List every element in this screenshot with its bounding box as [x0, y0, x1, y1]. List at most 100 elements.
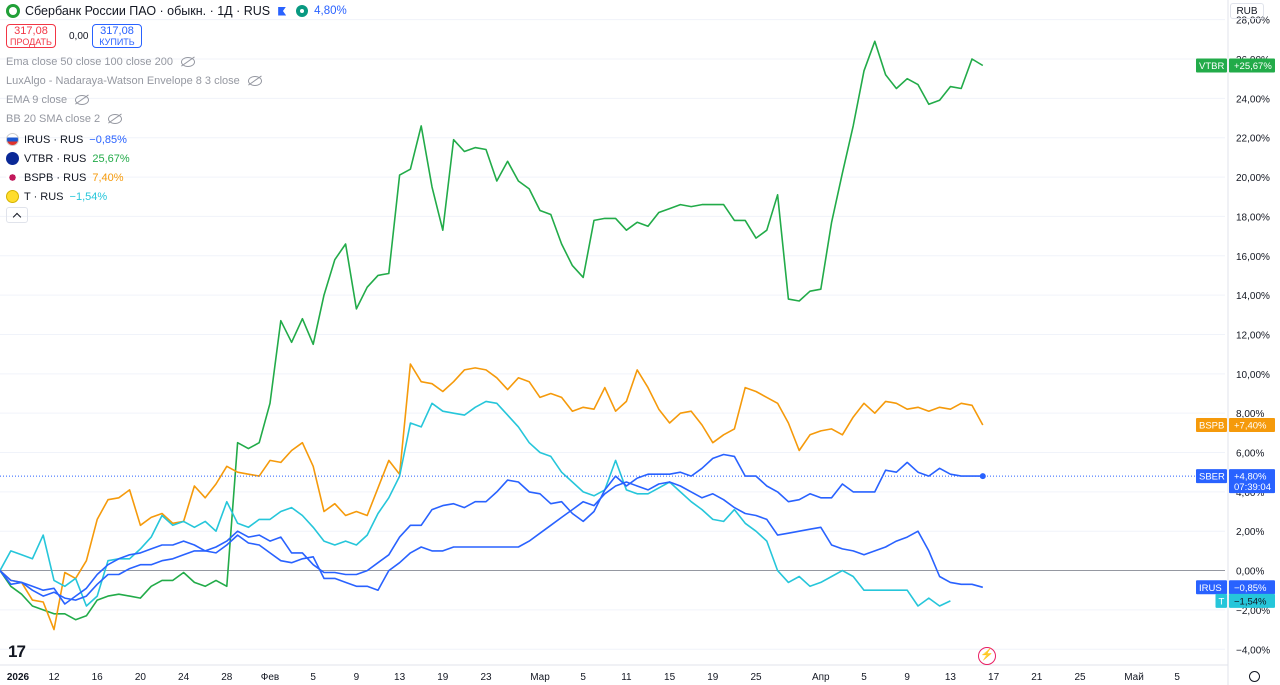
indicator-bb[interactable]: BB 20 SMA close 2: [6, 113, 123, 125]
badge-symbol: VTBR: [1199, 61, 1224, 72]
eye-off-icon[interactable]: [180, 57, 195, 67]
badge-vtbr: VTBR +25,67%: [1196, 58, 1275, 73]
y-tick-label: 10,00%: [1236, 370, 1270, 381]
compare-name: VTBR · RUS: [24, 152, 87, 165]
badge-symbol: SBER: [1199, 472, 1225, 483]
y-tick-label: −4,00%: [1236, 645, 1270, 656]
buy-button[interactable]: 317,08 КУПИТЬ: [92, 24, 142, 48]
x-tick-label: 5: [1174, 672, 1180, 683]
y-tick-label: 0,00%: [1236, 567, 1264, 578]
y-tick-label: 2,00%: [1236, 527, 1264, 538]
settings-icon[interactable]: [1249, 671, 1260, 682]
badge-t: T −1,54%: [1215, 593, 1275, 608]
eye-off-icon[interactable]: [75, 95, 90, 105]
change-percent: 4,80%: [314, 5, 347, 17]
badge-value: +4,80%: [1234, 472, 1267, 483]
badge-value-bg: [1229, 417, 1275, 432]
y-tick-label: 20,00%: [1236, 173, 1270, 184]
badge-value-bg: [1229, 58, 1275, 73]
badge-symbol: T: [1219, 596, 1225, 607]
x-tick-label: 23: [480, 672, 492, 683]
sber-last-dot: [979, 473, 986, 480]
x-tick-label: 11: [621, 672, 632, 683]
sell-price: 317,08: [14, 25, 48, 37]
buy-label: КУПИТЬ: [99, 37, 135, 47]
badge-value-bg: [1229, 580, 1275, 595]
x-tick-label: 5: [580, 672, 586, 683]
series-line-t: [0, 400, 951, 607]
currency-selector[interactable]: RUB: [1230, 3, 1264, 19]
compare-vtbr[interactable]: VTBR · RUS 25,67%: [6, 152, 130, 165]
badge-value: +7,40%: [1234, 420, 1267, 431]
buy-price: 317,08: [100, 25, 134, 37]
badge-symbol-bg: [1196, 469, 1227, 484]
y-tick-label: 14,00%: [1236, 291, 1270, 302]
x-tick-label: 25: [1074, 672, 1086, 683]
compare-name: BSPB · RUS: [24, 171, 87, 184]
vtb-logo-icon: [6, 152, 19, 165]
badge-value: −1,54%: [1234, 596, 1267, 607]
x-tick-label: 13: [945, 672, 957, 683]
flag-icon[interactable]: [278, 6, 287, 16]
russia-flag-icon: [6, 133, 19, 146]
badge-symbol-bg: [1196, 417, 1227, 432]
y-tick-label: 28,00%: [1236, 16, 1270, 27]
x-tick-label: 13: [394, 672, 406, 683]
sell-label: ПРОДАТЬ: [10, 37, 52, 47]
symbol-title[interactable]: Сбербанк России ПАО · обыкн. · 1Д · RUS: [25, 4, 271, 18]
series-line-vtbr: [0, 40, 984, 621]
x-tick-label: 16: [92, 672, 104, 683]
y-tick-label: 24,00%: [1236, 94, 1270, 105]
compare-value: −0,85%: [89, 133, 127, 146]
badge-symbol-bg: [1196, 58, 1227, 73]
collapse-legend-button[interactable]: [6, 207, 28, 223]
x-tick-label: 15: [664, 672, 676, 683]
badge-value: +25,67%: [1234, 61, 1272, 72]
compare-name: IRUS · RUS: [24, 133, 84, 146]
x-tick-label: 9: [354, 672, 360, 683]
bspb-logo-icon: [6, 171, 19, 184]
badge-sber: SBER +4,80%07:39:04: [1196, 469, 1275, 494]
indicator-luxalgo[interactable]: LuxAlgo - Nadaraya-Watson Envelope 8 3 c…: [6, 75, 262, 87]
x-tick-label: 20: [135, 672, 147, 683]
sell-button[interactable]: 317,08 ПРОДАТЬ: [6, 24, 56, 48]
compare-bspb[interactable]: BSPB · RUS 7,40%: [6, 171, 124, 184]
indicator-ema[interactable]: Ema close 50 close 100 close 200: [6, 56, 195, 68]
symbol-title-row[interactable]: Сбербанк России ПАО · обыкн. · 1Д · RUS …: [6, 4, 347, 18]
tbank-logo-icon: [6, 190, 19, 203]
market-status-icon[interactable]: [296, 5, 309, 17]
y-tick-label: 22,00%: [1236, 134, 1270, 145]
badge-symbol-bg: [1215, 593, 1227, 608]
sber-logo-icon: [6, 4, 20, 18]
badge-irus: IRUS −0,85%: [1196, 580, 1275, 595]
compare-t[interactable]: T · RUS −1,54%: [6, 190, 107, 203]
x-tick-label: 2026: [7, 672, 30, 683]
x-tick-label: 5: [310, 672, 316, 683]
x-tick-label: 25: [750, 672, 762, 683]
y-tick-label: 12,00%: [1236, 330, 1270, 341]
eye-off-icon[interactable]: [247, 76, 262, 86]
indicator-label: BB 20 SMA close 2: [6, 113, 101, 125]
spread-value: 0,00: [69, 31, 89, 42]
x-tick-label: Мар: [530, 672, 550, 683]
series-line-bspb: [0, 363, 984, 631]
x-tick-label: Фев: [261, 672, 279, 683]
lightning-icon[interactable]: ⚡: [978, 647, 996, 665]
x-tick-label: 12: [48, 672, 60, 683]
compare-value: 25,67%: [92, 152, 130, 165]
tradingview-logo[interactable]: 17: [8, 642, 26, 661]
badge-symbol: IRUS: [1199, 583, 1222, 594]
indicator-label: Ema close 50 close 100 close 200: [6, 56, 173, 68]
badge-symbol: BSPB: [1199, 420, 1224, 431]
x-tick-label: 28: [221, 672, 233, 683]
x-tick-label: 17: [988, 672, 1000, 683]
eye-off-icon[interactable]: [108, 114, 123, 124]
indicator-ema9[interactable]: EMA 9 close: [6, 94, 90, 106]
series-line-sber: [0, 453, 983, 605]
indicator-label: LuxAlgo - Nadaraya-Watson Envelope 8 3 c…: [6, 75, 240, 87]
compare-irus[interactable]: IRUS · RUS −0,85%: [6, 133, 127, 146]
badge-value-bg: [1229, 469, 1275, 494]
y-tick-label: 6,00%: [1236, 449, 1264, 460]
y-tick-label: −2,00%: [1236, 606, 1270, 617]
